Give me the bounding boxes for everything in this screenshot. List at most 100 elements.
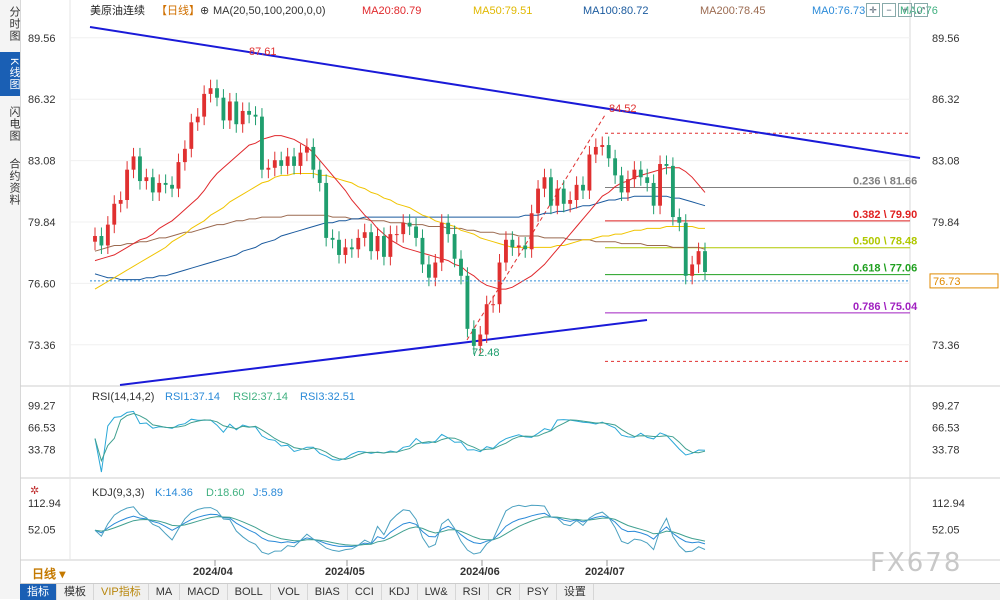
candle-body [690,264,695,276]
tab-time-chart[interactable]: 分时图 [8,6,20,42]
kdj-tick-right: 52.05 [932,524,960,536]
high-label-1: 87.61 [249,46,277,58]
fib-level-label: 0.618 \ 77.06 [853,263,917,275]
candle-body [324,182,329,238]
expand-icon[interactable]: ⤢ [914,3,928,17]
time-label: 2024/07 [585,566,625,578]
candle-body [568,200,573,204]
candle-body [356,237,361,250]
indicator-kdj[interactable]: KDJ [382,584,418,600]
candle-body [401,222,406,235]
candle-body [144,177,149,182]
candle-body [285,156,290,166]
candle-body [388,234,393,257]
candle-body [670,165,675,218]
ma-params: MA(20,50,100,200,0,0) [213,5,326,17]
current-price-label: 76.73 [933,276,961,288]
candle-body [138,156,142,182]
candle-body [260,116,264,170]
fib-anchor-line [466,114,606,341]
indicator-vol[interactable]: VOL [271,584,308,600]
indicator-psy[interactable]: PSY [520,584,557,600]
kdj-j-value: J:5.89 [253,487,283,499]
candle-body [189,122,194,149]
tab-kline-chart[interactable]: K线图 [0,52,20,96]
indicator-cci[interactable]: CCI [348,584,382,600]
kdj-tick-left: 112.94 [28,498,61,510]
template-button[interactable]: 模板 [57,584,94,600]
trendline-upper [89,26,921,159]
rsi-tick-left: 33.78 [28,444,56,456]
ma-settings-icon[interactable]: ⊕ [200,5,209,17]
candle-body [150,177,155,193]
kdj-d-line [94,516,706,546]
vip-indicator-button[interactable]: VIP指标 [94,584,149,600]
indicator-tab[interactable]: 指标 [20,584,57,600]
candle-body [407,222,412,227]
candle-body [234,101,239,125]
kdj-k-value: K:14.36 [155,487,193,499]
settings-button[interactable]: 设置 [557,584,594,600]
rsi-tick-right: 99.27 [932,400,960,412]
indicator-boll[interactable]: BOLL [228,584,271,600]
candle-body [118,200,123,204]
indicator-bias[interactable]: BIAS [308,584,348,600]
indicator-rsi[interactable]: RSI [456,584,489,600]
candle-body [170,184,174,189]
indicator-lw[interactable]: LW& [418,584,456,600]
indicator-cr[interactable]: CR [489,584,520,600]
candle-body [484,304,489,335]
candle-body [459,258,463,276]
crosshair-icon[interactable]: ✛ [866,3,880,17]
rsi3-value: RSI3:32.51 [300,391,355,403]
ma0-value-2: MA0:76 [900,5,938,17]
candle-body [292,156,296,166]
period-selector[interactable]: 日线 ▾ [20,567,84,582]
chevron-down-icon: ▾ [59,567,66,581]
tab-contract-info[interactable]: 合约资料 [8,158,20,206]
tab-flash-chart[interactable]: 闪电图 [8,106,20,142]
fib-level-label: 0.500 \ 78.48 [853,236,917,248]
rsi-title: RSI(14,14,2) [92,391,154,403]
zoom-out-icon[interactable]: − [882,3,896,17]
kline-chart[interactable]: 美原油连续 【日线】 ⊕ MA(20,50,100,200,0,0) MA20:… [20,0,1000,583]
rsi1-line [94,410,706,473]
kdj-settings-icon[interactable]: ✲ [30,485,39,497]
indicator-macd[interactable]: MACD [180,584,228,600]
candle-body [157,182,162,193]
candle-body [626,179,630,193]
candle-body [638,169,643,178]
candle-body [574,184,579,200]
candle-body [125,169,130,200]
candle-body [478,334,483,346]
candle-body [606,145,611,159]
candle-body [645,177,650,183]
candle-body [221,97,226,121]
time-label: 2024/05 [325,566,365,578]
indicator-ma[interactable]: MA [149,584,181,600]
candle-body [600,145,605,147]
candle-body [613,158,618,176]
indicator-bar: 指标 模板 VIP指标 MA MACD BOLL VOL BIAS CCI KD… [20,583,1000,600]
candle-body [504,239,508,263]
candle-body [452,234,457,259]
kdj-axis: 112.94 112.94 52.05 52.05 [28,498,965,536]
kdj-tick-left: 52.05 [28,524,56,536]
candle-body [343,247,348,255]
price-tick-left: 89.56 [28,33,56,45]
candle-body [561,188,566,204]
ma100-value: MA100:80.72 [583,5,648,17]
candle-body [105,224,110,246]
rsi-tick-right: 66.53 [932,422,960,434]
zoom-in-icon[interactable]: + [898,3,912,17]
period-label: 日线 [32,567,57,581]
candle-body [555,188,560,206]
candle-body [664,164,669,166]
candle-body [208,88,213,94]
candle-body [414,226,418,238]
candle-body [330,237,335,240]
candle-body [112,203,117,225]
candle-body [497,262,502,305]
price-tick-left: 76.60 [28,278,56,290]
period-tag: 【日线】 [156,3,200,17]
